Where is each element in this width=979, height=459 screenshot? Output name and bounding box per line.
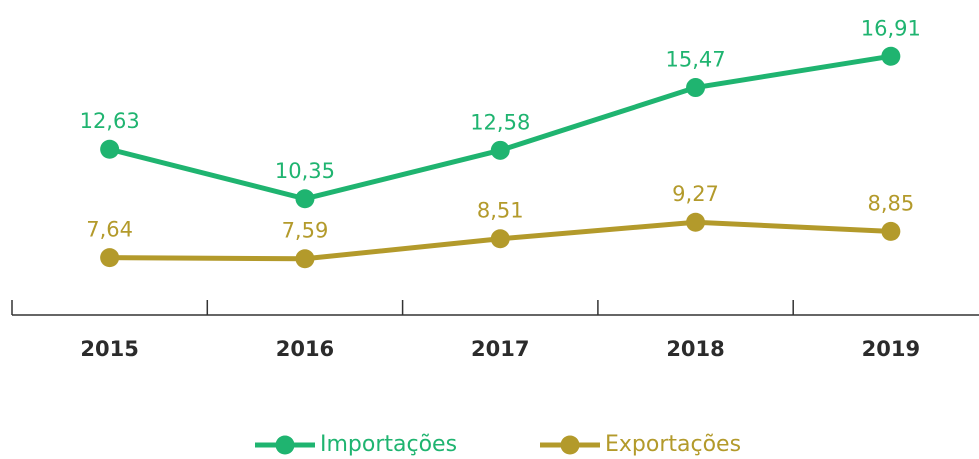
legend-label: Exportações — [605, 432, 741, 457]
value-label: 15,47 — [665, 48, 725, 72]
point — [881, 221, 901, 241]
value-label: 7,59 — [282, 219, 329, 243]
value-label: 8,85 — [867, 191, 914, 215]
value-label: 12,63 — [80, 109, 140, 133]
legend-label: Importações — [320, 432, 457, 457]
x-tick-label: 2018 — [666, 337, 724, 361]
x-tick-label: 2019 — [862, 337, 920, 361]
value-label: 16,91 — [861, 16, 921, 40]
x-tick-label: 2015 — [80, 337, 138, 361]
x-tick-label: 2016 — [276, 337, 334, 361]
value-label: 12,58 — [470, 110, 530, 134]
value-label: 7,64 — [86, 218, 133, 242]
value-label: 10,35 — [275, 159, 335, 183]
x-tick-label: 2017 — [471, 337, 529, 361]
point — [295, 189, 315, 209]
point — [295, 249, 315, 269]
point — [881, 46, 901, 66]
point — [100, 139, 120, 159]
legend-marker — [560, 435, 580, 455]
point — [100, 248, 120, 268]
value-label: 8,51 — [477, 199, 524, 223]
value-label: 9,27 — [672, 182, 719, 206]
point — [490, 229, 510, 249]
point — [686, 212, 706, 232]
point — [490, 140, 510, 160]
point — [686, 78, 706, 98]
legend-marker — [275, 435, 295, 455]
